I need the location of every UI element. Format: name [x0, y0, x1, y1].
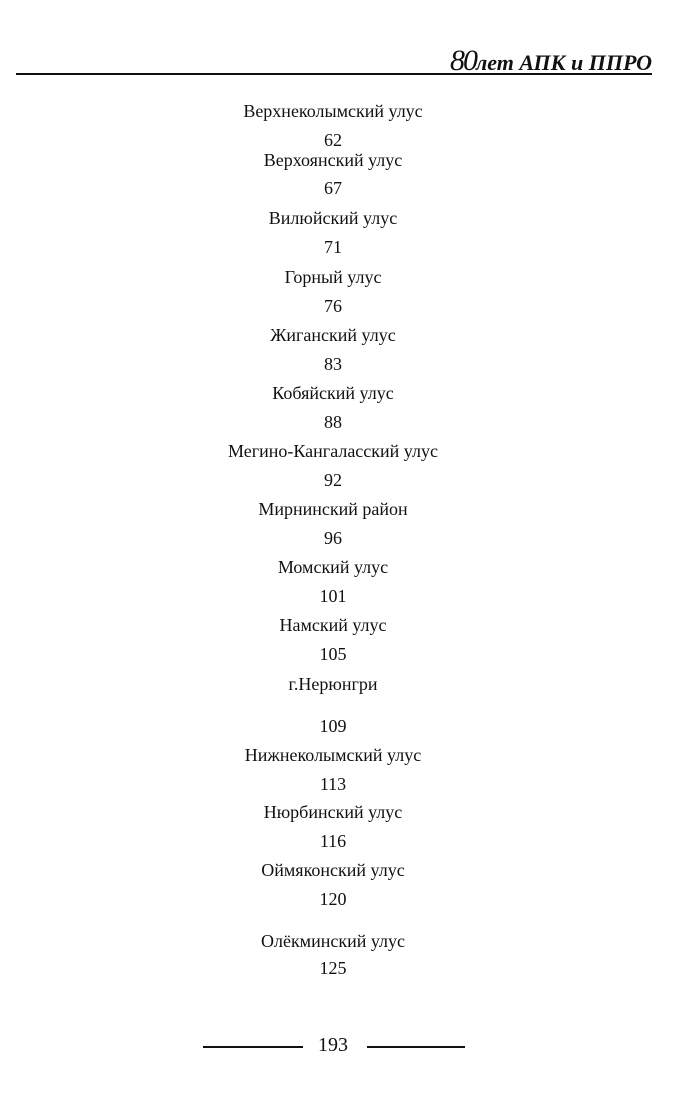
toc-entry-page: 109 [319, 716, 347, 736]
toc-entry-name: Вилюйский улус [268, 208, 398, 228]
toc-entry-name: Намский улус [279, 615, 387, 635]
header-divider [16, 73, 652, 75]
toc-entry-page: 67 [324, 178, 342, 198]
toc-entry-page: 83 [324, 354, 342, 374]
toc-entry-page: 120 [319, 889, 347, 909]
toc-entry-name: Кобяйский улус [272, 383, 394, 403]
footer-rule-left [203, 1046, 303, 1048]
toc-entry-name: Жиганский улус [270, 325, 396, 345]
toc-entry-name: Момский улус [277, 557, 389, 577]
toc-entry-page: 113 [319, 774, 347, 794]
toc-entry-page: 96 [324, 528, 342, 548]
toc-entry-page: 125 [319, 958, 347, 978]
toc-entry-page: 62 [324, 130, 342, 150]
toc-entry-name: Верхоянский улус [263, 150, 403, 170]
toc-entry-name: Нюрбинский улус [263, 802, 403, 822]
toc-entry-name: Мегино-Кангаласский улус [228, 441, 438, 461]
toc-entry-name: Горный улус [284, 267, 382, 287]
toc-entry-name: г.Нерюнгри [288, 674, 378, 694]
toc-entry-name: Верхнеколымский улус [243, 101, 423, 121]
running-header: 80лет АПК и ППРО [450, 44, 652, 78]
toc-entry-page: 101 [319, 586, 347, 606]
toc-entry-name: Мирнинский район [258, 499, 408, 519]
header-number: 80 [449, 44, 478, 77]
footer-rule-right [367, 1046, 465, 1048]
toc-entry-page: 116 [319, 831, 347, 851]
toc-entry-name: Олёкминский улус [260, 931, 406, 951]
toc-entry-page: 71 [324, 237, 342, 257]
toc-entry-page: 92 [324, 470, 342, 490]
toc-entry-name: Нижнеколымский улус [244, 745, 422, 765]
toc-entry-page: 76 [324, 296, 342, 316]
page-number: 193 [318, 1034, 348, 1056]
toc-entry-page: 105 [319, 644, 347, 664]
toc-entry-page: 88 [324, 412, 342, 432]
toc-entry-name: Оймяконский улус [261, 860, 405, 880]
header-text: лет АПК и ППРО [475, 50, 652, 75]
